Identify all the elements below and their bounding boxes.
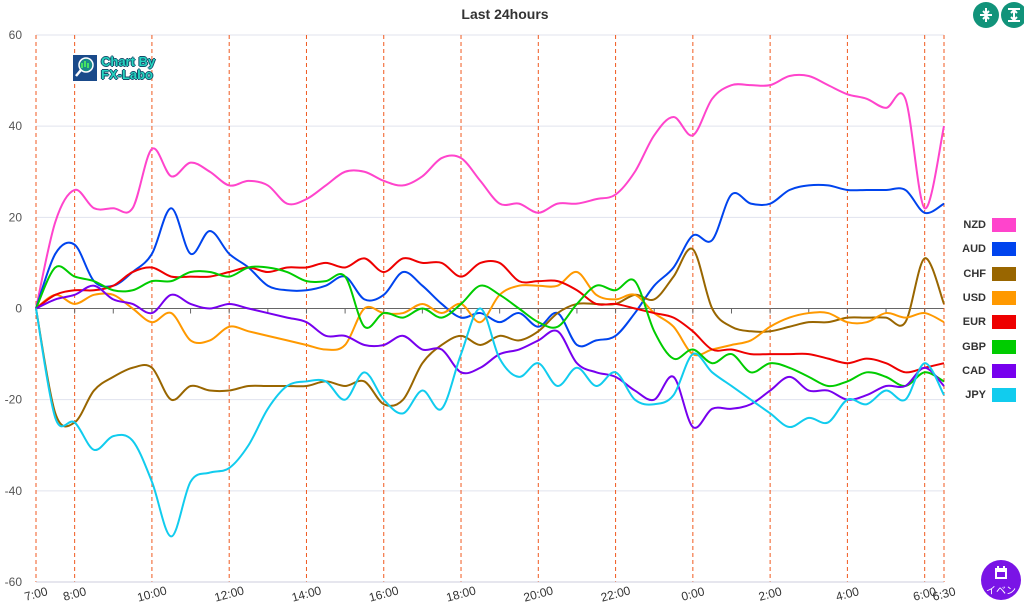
legend-swatch — [992, 291, 1016, 306]
x-tick-label: 2:00 — [757, 584, 783, 602]
legend-item-gbp[interactable]: GBP — [940, 334, 1016, 358]
y-tick-label: 60 — [9, 28, 23, 42]
legend-item-cad[interactable]: CAD — [940, 359, 1016, 383]
series-line-aud — [35, 183, 945, 348]
x-tick-label: 6:30 — [931, 584, 957, 602]
legend-label: AUD — [962, 243, 986, 256]
logo: Chart By FX-Labo — [73, 55, 155, 81]
compress-vertical-icon — [980, 8, 992, 22]
legend-label: NZD — [963, 219, 986, 232]
calendar-icon — [995, 566, 1007, 579]
y-tick-label: -20 — [5, 393, 23, 407]
x-tick-label: 12:00 — [213, 583, 246, 602]
x-tick-label: 4:00 — [834, 584, 860, 602]
x-tick-label: 10:00 — [136, 583, 169, 602]
series-line-chf — [35, 247, 945, 428]
x-tick-label: 8:00 — [62, 584, 88, 602]
legend: NZD AUD CHF USD EUR GBP CAD JPY — [940, 213, 1016, 407]
event-button-label: イベン — [986, 586, 1016, 597]
x-tick-label: 14:00 — [290, 583, 323, 602]
legend-item-eur[interactable]: EUR — [940, 310, 1016, 334]
y-tick-label: -40 — [5, 484, 23, 498]
x-tick-label: 0:00 — [680, 584, 706, 602]
series-line-eur — [35, 257, 945, 374]
y-tick-label: 40 — [9, 119, 23, 133]
series-line-usd — [35, 271, 945, 357]
logo-line2: FX-Labo — [101, 67, 153, 82]
legend-swatch — [992, 242, 1016, 257]
legend-swatch — [992, 388, 1016, 403]
x-tick-label: 18:00 — [445, 583, 478, 602]
legend-swatch — [992, 363, 1016, 378]
legend-item-aud[interactable]: AUD — [940, 237, 1016, 261]
chart-title: Last 24hours — [461, 6, 549, 22]
y-tick-label: 20 — [9, 210, 23, 224]
expand-vertical-icon — [1008, 8, 1020, 22]
legend-label: CAD — [962, 364, 986, 377]
magnifier-chart-icon — [73, 55, 97, 81]
expand-vertical-button[interactable] — [1001, 2, 1024, 28]
legend-label: CHF — [963, 267, 986, 280]
legend-item-nzd[interactable]: NZD — [940, 213, 1016, 237]
series-line-jpy — [35, 307, 945, 538]
x-tick-label: 16:00 — [367, 583, 400, 602]
series-line-cad — [35, 284, 945, 429]
y-tick-label: 0 — [15, 302, 22, 316]
legend-swatch — [992, 218, 1016, 233]
x-tick-label: 22:00 — [599, 583, 632, 602]
legend-item-usd[interactable]: USD — [940, 286, 1016, 310]
legend-item-jpy[interactable]: JPY — [940, 383, 1016, 407]
legend-swatch — [992, 266, 1016, 281]
series-line-nzd — [35, 73, 945, 309]
legend-label: GBP — [962, 340, 986, 353]
legend-swatch — [992, 339, 1016, 354]
logo-line1: Chart By — [101, 54, 156, 69]
legend-label: USD — [962, 292, 986, 305]
event-button[interactable]: イベン — [981, 560, 1021, 600]
x-tick-label: 7:00 — [23, 584, 49, 602]
legend-item-chf[interactable]: CHF — [940, 262, 1016, 286]
legend-label: JPY — [965, 389, 986, 402]
y-tick-label: -60 — [5, 575, 23, 589]
series-line-gbp — [35, 265, 945, 388]
x-tick-label: 6:00 — [912, 584, 938, 602]
legend-swatch — [992, 315, 1016, 330]
compress-vertical-button[interactable] — [973, 2, 999, 28]
legend-label: EUR — [962, 316, 986, 329]
x-tick-label: 20:00 — [522, 583, 555, 602]
